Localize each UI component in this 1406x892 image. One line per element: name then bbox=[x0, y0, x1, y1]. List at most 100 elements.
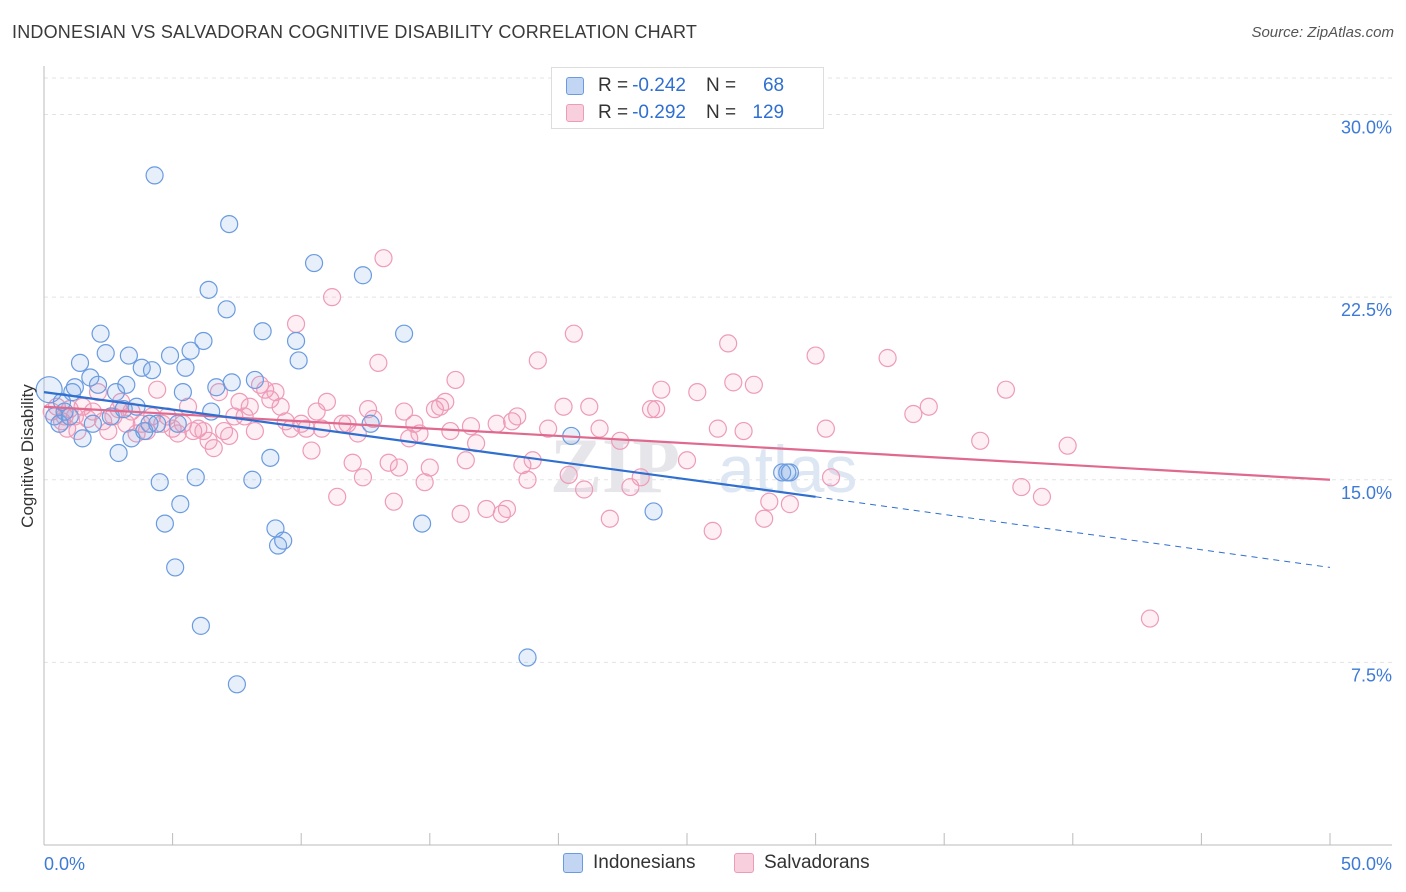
indonesians-point bbox=[304, 253, 324, 273]
legend-label-salvadorans: Salvadorans bbox=[764, 852, 870, 873]
indonesians-trend-extension bbox=[815, 496, 1331, 568]
y-tick-label: 15.0% bbox=[1341, 483, 1392, 503]
salvadorans-point bbox=[919, 397, 938, 416]
series-legend: Indonesians Salvadorans bbox=[0, 850, 1406, 878]
salvadorans-legend-swatch bbox=[734, 853, 754, 873]
indonesians-point bbox=[227, 675, 246, 694]
indonesians-point bbox=[117, 375, 136, 394]
indonesians-point bbox=[194, 331, 213, 351]
y-tick-label: 7.5% bbox=[1351, 665, 1392, 685]
salvadorans-point bbox=[554, 397, 573, 416]
stats-legend: R = -0.242 N = 68 R = -0.292 N = 129 bbox=[551, 67, 824, 129]
r-label: R = bbox=[598, 75, 629, 96]
n-label: N = bbox=[705, 75, 737, 96]
salvadorans-point bbox=[317, 392, 337, 411]
indonesians-point bbox=[176, 358, 195, 377]
axes bbox=[43, 66, 1392, 846]
stats-row-indonesians: R = -0.242 N = 68 bbox=[566, 73, 784, 99]
indonesians-point bbox=[83, 414, 102, 433]
salvadorans-point bbox=[1012, 477, 1031, 497]
salvadorans-point bbox=[1140, 609, 1160, 628]
salvadorans-point bbox=[996, 380, 1016, 399]
salvadorans-point bbox=[508, 407, 527, 426]
indonesians-point bbox=[73, 429, 92, 448]
salvadorans-point bbox=[878, 348, 897, 368]
salvadorans-point bbox=[477, 499, 496, 519]
indonesians-trend-line bbox=[43, 391, 816, 498]
n-value: 129 bbox=[752, 102, 785, 123]
salvadorans-point bbox=[250, 375, 270, 394]
indonesians-point bbox=[253, 322, 272, 341]
indonesians-point bbox=[150, 473, 169, 492]
salvadorans-point bbox=[971, 431, 990, 450]
tick-labels: 7.5% 15.0% 22.5% 30.0% 0.0% 50.0% bbox=[44, 118, 1392, 874]
salvadorans-point bbox=[358, 400, 378, 419]
salvadorans-point bbox=[1032, 487, 1052, 506]
salvadorans-trend-line bbox=[43, 405, 1331, 481]
salvadorans-point bbox=[394, 402, 414, 421]
salvadorans-point bbox=[904, 404, 923, 424]
indonesians-point bbox=[289, 351, 308, 370]
legend-item-salvadorans[interactable]: Salvadorans bbox=[734, 852, 870, 874]
indonesians-point bbox=[173, 383, 192, 402]
salvadorans-point bbox=[436, 392, 455, 411]
salvadorans-points bbox=[42, 249, 1160, 628]
salvadorans-point bbox=[240, 397, 259, 416]
indonesians-point bbox=[88, 375, 108, 394]
indonesians-point bbox=[109, 443, 128, 463]
indonesians-point bbox=[160, 346, 180, 365]
indonesians-point bbox=[773, 463, 792, 482]
indonesians-point bbox=[412, 514, 432, 533]
salvadorans-point bbox=[708, 419, 727, 438]
indonesians-point bbox=[361, 414, 380, 433]
salvadorans-point bbox=[168, 424, 187, 443]
indonesians-point bbox=[181, 341, 200, 360]
indonesians-point bbox=[217, 300, 236, 319]
r-value: -0.242 bbox=[632, 75, 686, 96]
indonesians-point bbox=[91, 324, 110, 343]
grid-lines bbox=[44, 77, 1392, 663]
salvadorans-point bbox=[322, 288, 342, 307]
salvadorans-point bbox=[755, 509, 774, 528]
salvadorans-point bbox=[559, 465, 578, 484]
salvadorans-point bbox=[590, 419, 609, 438]
salvadorans-point bbox=[286, 314, 306, 334]
salvadorans-point bbox=[744, 375, 763, 394]
indonesians-swatch bbox=[566, 77, 584, 95]
salvadorans-point bbox=[780, 495, 799, 514]
legend-item-indonesians[interactable]: Indonesians bbox=[563, 852, 695, 874]
salvadorans-point bbox=[88, 383, 108, 402]
r-value: -0.292 bbox=[632, 102, 686, 123]
salvadorans-point bbox=[652, 380, 671, 399]
r-label: R = bbox=[598, 102, 629, 123]
salvadorans-point bbox=[600, 509, 619, 528]
salvadorans-point bbox=[353, 468, 373, 487]
salvadorans-point bbox=[420, 458, 439, 477]
indonesians-point bbox=[243, 470, 262, 489]
salvadorans-point bbox=[503, 412, 522, 431]
indonesians-point bbox=[780, 463, 799, 482]
salvadorans-point bbox=[451, 504, 470, 523]
indonesians-point bbox=[199, 280, 218, 299]
indonesians-point bbox=[222, 373, 241, 392]
indonesians-point bbox=[81, 368, 100, 387]
salvadorans-point bbox=[703, 521, 722, 540]
source-label: Source: ZipAtlas.com bbox=[1251, 24, 1394, 41]
salvadorans-point bbox=[497, 499, 517, 519]
x-tick-label: 0.0% bbox=[44, 854, 85, 874]
chart-title: INDONESIAN VS SALVADORAN COGNITIVE DISAB… bbox=[12, 22, 698, 42]
salvadorans-point bbox=[302, 441, 321, 460]
salvadorans-point bbox=[821, 468, 841, 487]
salvadorans-point bbox=[719, 334, 738, 353]
indonesians-point bbox=[119, 346, 138, 365]
salvadorans-point bbox=[343, 453, 362, 472]
salvadorans-point bbox=[364, 409, 383, 428]
indonesians-point bbox=[261, 448, 280, 467]
indonesians-point bbox=[644, 502, 663, 521]
indonesians-point bbox=[96, 344, 115, 363]
salvadorans-point bbox=[1058, 436, 1077, 455]
salvadorans-point bbox=[220, 426, 239, 446]
salvadorans-point bbox=[456, 451, 475, 470]
n-value: 68 bbox=[762, 75, 785, 96]
